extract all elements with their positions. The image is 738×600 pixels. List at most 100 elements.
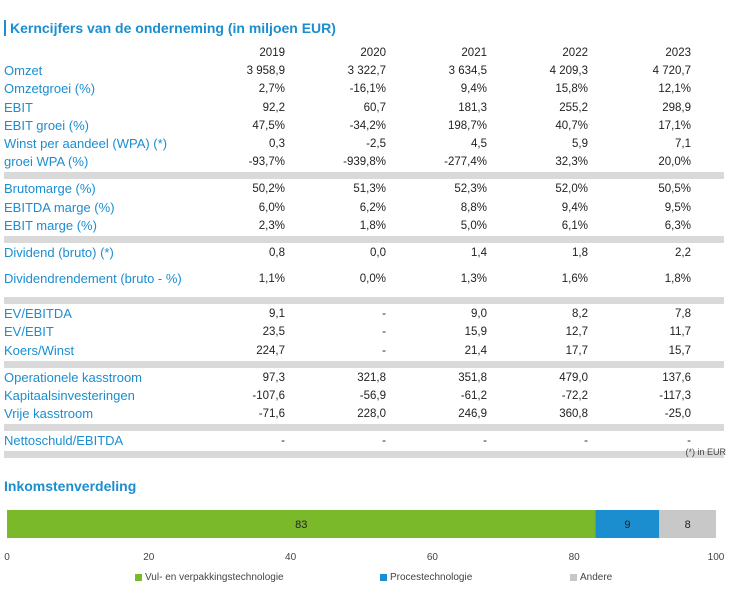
- cell-value: 11,7: [669, 326, 691, 339]
- legend-label: Andere: [580, 572, 613, 583]
- row-label: Nettoschuld/EBITDA: [4, 433, 124, 449]
- cell-value: 50,5%: [658, 183, 691, 196]
- cell-value: 0,3: [269, 138, 285, 151]
- table-row: Brutomarge (%) 50,2% 51,3% 52,3% 52,0% 50,5%: [4, 180, 724, 198]
- cell-value: -: [281, 435, 285, 448]
- cell-value: 40,7%: [555, 119, 588, 132]
- cell-value: 3 958,9: [246, 65, 285, 78]
- cell-value: 224,7: [256, 344, 285, 357]
- cell-value: 360,8: [559, 408, 588, 421]
- cell-value: -: [382, 326, 386, 339]
- group-separator: [4, 424, 724, 432]
- cell-value: -71,6: [258, 408, 285, 421]
- row-label: Winst per aandeel (WPA) (*): [4, 136, 168, 152]
- cell-value: 4 209,3: [549, 65, 588, 78]
- cell-value: 8,2: [572, 308, 588, 321]
- legend-label: Vul- en verpakkingstechnologie: [145, 572, 284, 583]
- cell-value: 9,4%: [561, 201, 588, 214]
- cell-value: 6,3%: [664, 219, 691, 232]
- key-figures-table: 2019 2020 2021 2022 2023 Omzet 3 958,9 3 322,7 3…: [4, 44, 724, 459]
- legend-swatch: [135, 574, 142, 581]
- legend-swatch: [570, 574, 577, 581]
- table-row: Kapitaalsinvesteringen -107,6 -56,9 -61,2 -7…: [4, 387, 724, 405]
- cell-value: -2,5: [366, 138, 386, 151]
- cell-value: 12,1%: [658, 83, 691, 96]
- tick-label: 100: [708, 552, 725, 563]
- cell-value: 479,0: [559, 371, 588, 384]
- row-label: Vrije kasstroom: [4, 406, 94, 422]
- cell-value: 60,7: [363, 101, 386, 114]
- cell-value: 92,2: [262, 101, 285, 114]
- row-label: EBIT groei (%): [4, 117, 90, 133]
- cell-value: -93,7%: [248, 156, 285, 169]
- cell-value: 321,8: [357, 371, 386, 384]
- table-row: Operationele kasstroom 97,3 321,8 351,8 479,…: [4, 369, 724, 387]
- legend-item: Procestechnologie: [380, 572, 472, 583]
- cell-value: 2,7%: [258, 83, 285, 96]
- cell-value: 2,2: [675, 246, 691, 259]
- tick-label: 80: [569, 552, 581, 563]
- cell-value: 32,3%: [555, 156, 588, 169]
- cell-value: -939,8%: [343, 156, 386, 169]
- table-row: Winst per aandeel (WPA) (*) 0,3 -2,5 4,5 5,9…: [4, 135, 724, 153]
- cell-value: 6,2%: [359, 201, 386, 214]
- table-row: EBIT marge (%) 2,3% 1,8% 5,0% 6,1% 6,3%: [4, 217, 724, 235]
- cell-value: 15,9: [464, 326, 487, 339]
- tick-label: 60: [427, 552, 439, 563]
- group-separator: [4, 235, 724, 243]
- table-row: Vrije kasstroom -71,6 228,0 246,9 360,8 -25,0: [4, 405, 724, 423]
- cell-value: 9,0: [471, 308, 487, 321]
- cell-value: 3 322,7: [347, 65, 386, 78]
- cell-value: 2,3%: [258, 219, 285, 232]
- cell-value: 351,8: [458, 371, 487, 384]
- cell-value: 198,7%: [447, 119, 487, 132]
- cell-value: 0,0: [370, 246, 386, 259]
- row-label: Brutomarge (%): [4, 181, 96, 197]
- group-separator: [4, 360, 724, 368]
- table-row: EV/EBITDA 9,1 - 9,0 8,2 7,8: [4, 305, 724, 323]
- cell-value: 5,0%: [460, 219, 487, 232]
- cell-value: 20,0%: [658, 156, 691, 169]
- section-title: Inkomstenverdeling: [4, 478, 137, 494]
- cell-value: 246,9: [458, 408, 487, 421]
- cell-value: -117,3: [659, 389, 691, 402]
- data-label: 83: [295, 519, 307, 531]
- cell-value: -107,6: [252, 389, 285, 402]
- row-label: Dividendrendement (bruto - %): [4, 271, 182, 287]
- cell-value: 15,7: [668, 344, 691, 357]
- table-row: EBIT groei (%) 47,5% -34,2% 198,7% 40,7% 17,1…: [4, 117, 724, 135]
- tick-label: 0: [4, 552, 10, 563]
- cell-value: -: [382, 435, 386, 448]
- row-label: Operationele kasstroom: [4, 369, 143, 385]
- table-row: Dividendrendement (bruto - %) 1,1% 0,0% 1,3…: [4, 262, 724, 296]
- row-label: EBITDA marge (%): [4, 199, 115, 215]
- year-header: 2020: [360, 47, 386, 60]
- cell-value: 1,4: [471, 246, 487, 259]
- bar-segment: [595, 510, 660, 538]
- row-label: Kapitaalsinvesteringen: [4, 387, 135, 403]
- cell-value: 1,8%: [359, 219, 386, 232]
- cell-value: -72,2: [561, 389, 588, 402]
- table-row: EV/EBIT 23,5 - 15,9 12,7 11,7: [4, 323, 724, 341]
- cell-value: 17,1%: [658, 119, 691, 132]
- revenue-distribution-chart: 83 9 80 20 40 60 80 100: [4, 510, 725, 563]
- cell-value: 137,6: [662, 371, 691, 384]
- legend-swatch: [380, 574, 387, 581]
- legend-item: Andere: [570, 572, 612, 583]
- cell-value: -56,9: [359, 389, 386, 402]
- cell-value: 50,2%: [252, 183, 285, 196]
- year-header: 2022: [562, 47, 588, 60]
- row-label: Omzetgroei (%): [4, 81, 96, 97]
- table-row: EBIT 92,2 60,7 181,3 255,2 298,9: [4, 99, 724, 117]
- cell-value: 9,4%: [460, 83, 487, 96]
- cell-value: 9,1: [269, 308, 285, 321]
- cell-value: 47,5%: [252, 119, 285, 132]
- cell-value: 0,0%: [359, 273, 386, 286]
- table-row: EBITDA marge (%) 6,0% 6,2% 8,8% 9,4% 9,5%: [4, 199, 724, 217]
- row-label: groei WPA (%): [4, 154, 89, 170]
- table-row: Omzetgroei (%) 2,7% -16,1% 9,4% 15,8% 12,1%: [4, 80, 724, 98]
- cell-value: 1,8%: [664, 273, 691, 286]
- table-row: Omzet 3 958,9 3 322,7 3 634,5 4 209,3 4 720,7: [4, 62, 724, 80]
- table-header-row: 2019 2020 2021 2022 2023: [4, 44, 724, 62]
- row-label: Dividend (bruto) (*): [4, 244, 114, 260]
